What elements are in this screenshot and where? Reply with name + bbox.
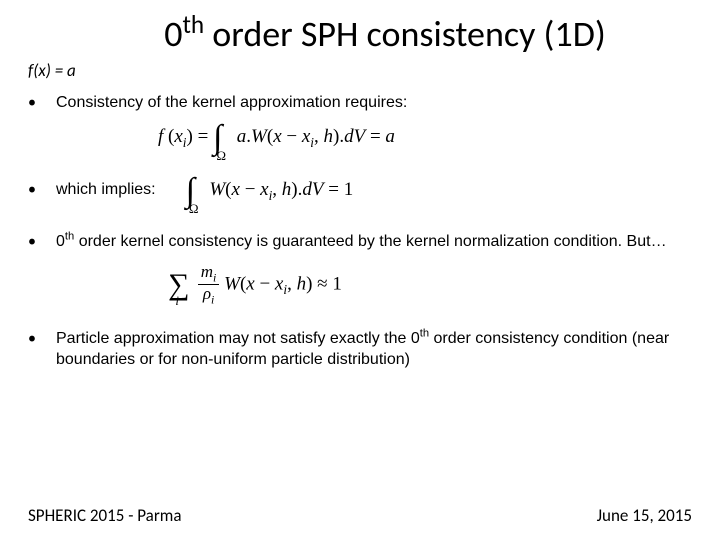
bullet-3-text: 0th order kernel consistency is guarante… <box>56 232 692 253</box>
footer-right: June 15, 2015 <box>597 505 692 526</box>
bullet-1-text: Consistency of the kernel approximation … <box>56 93 692 114</box>
bullet-2: • which implies: ∫Ω W(x − xi, h).dV = 1 <box>28 177 692 204</box>
footer-left: SPHERIC 2015 - Parma <box>28 505 181 526</box>
bullet-4: • Particle approximation may not satisfy… <box>28 329 692 371</box>
bullet-marker: • <box>28 232 56 253</box>
content-area: • Consistency of the kernel approximatio… <box>0 81 720 371</box>
bullet-marker: • <box>28 180 56 201</box>
bullet-3: • 0th order kernel consistency is guaran… <box>28 232 692 253</box>
bullet-4-text: Particle approximation may not satisfy e… <box>56 329 692 371</box>
formula-1: f (xi) = ∫Ω a.W(x − xi, h).dV = a <box>158 124 692 151</box>
title-post: order SPH consistency (1D) <box>204 12 606 56</box>
bullet-2-text: which implies: <box>56 180 156 201</box>
formula-2: ∫Ω W(x − xi, h).dV = 1 <box>186 177 354 204</box>
title-sup: th <box>182 9 204 40</box>
bullet-marker: • <box>28 93 56 114</box>
slide-title: 0th order SPH consistency (1D) <box>0 0 720 56</box>
formula-3: ∑i miρi W(x − xi, h) ≈ 1 <box>168 263 692 307</box>
title-pre: 0 <box>164 12 182 56</box>
subtitle: f(x) = a <box>0 56 720 81</box>
bullet-marker: • <box>28 329 56 350</box>
bullet-1: • Consistency of the kernel approximatio… <box>28 93 692 114</box>
footer: SPHERIC 2015 - Parma June 15, 2015 <box>0 505 720 526</box>
